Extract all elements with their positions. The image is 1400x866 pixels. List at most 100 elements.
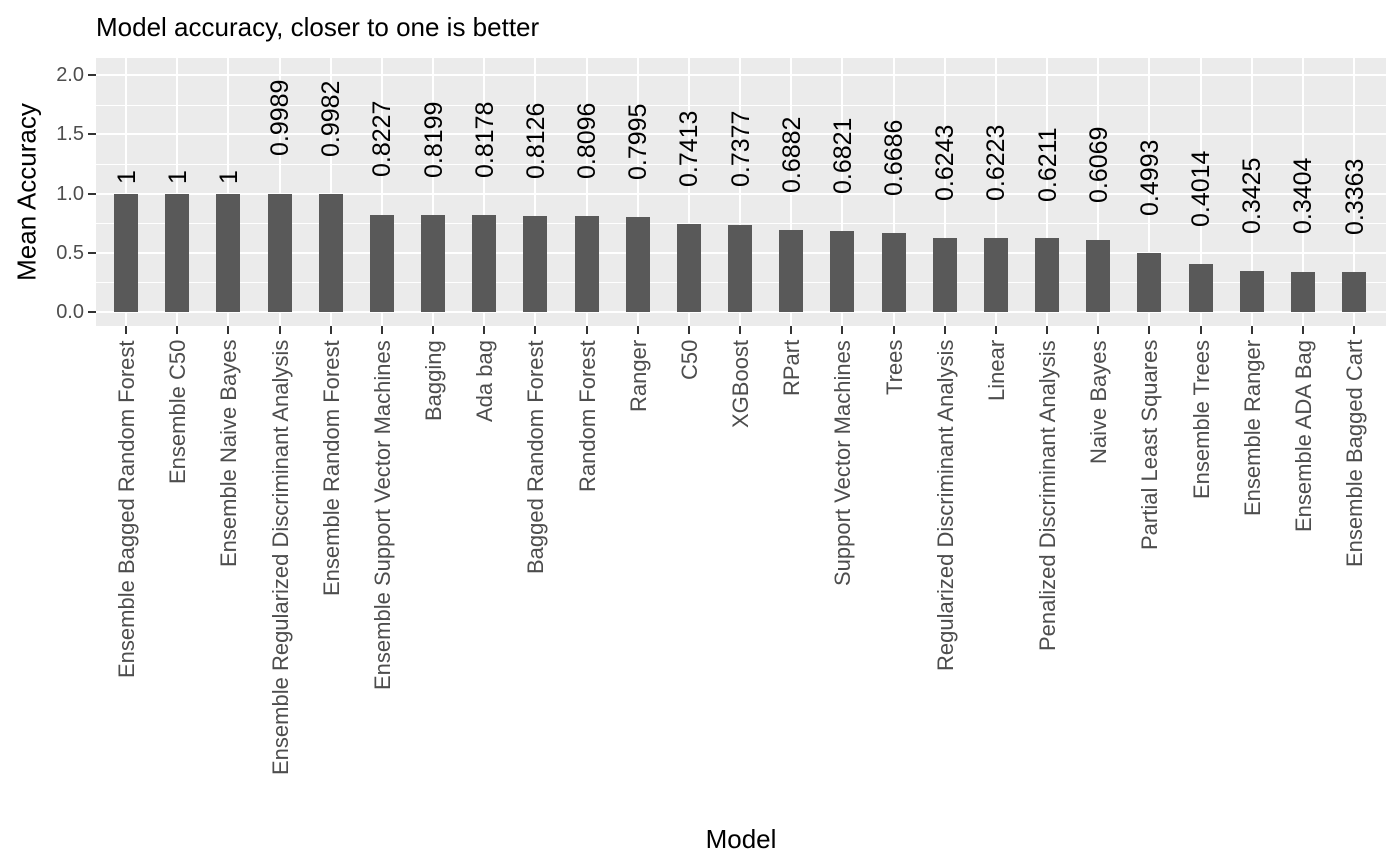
x-tick-mark [1353, 326, 1355, 334]
x-category-label: XGBoost [728, 339, 753, 428]
gridline-x-major [1353, 58, 1355, 326]
x-category-label: Ensemble Random Forest [318, 340, 344, 596]
x-category-label: Linear [983, 339, 1009, 401]
gridline-y-major [96, 74, 1386, 76]
gridline-x-major [534, 58, 537, 326]
y-tick-label: 1.0 [56, 182, 84, 205]
x-tick-mark [687, 326, 690, 334]
bar [318, 193, 343, 312]
gridline-x-major [278, 58, 281, 326]
gridline-y-major [96, 311, 1386, 313]
bar [932, 238, 957, 312]
x-category-label: Ensemble C50 [165, 339, 191, 484]
x-tick-mark [1046, 326, 1048, 334]
bar [165, 193, 190, 312]
plot-area: 1 Ensemble Bagged Random Forest 1 Ensemble … [96, 58, 1386, 858]
y-tick-label: 2.0 [56, 64, 84, 86]
x-tick-mark [380, 326, 383, 334]
bar-value-label: 1 [163, 170, 192, 185]
x-category-label: Ranger [625, 339, 651, 412]
x-tick-mark [790, 326, 793, 334]
x-tick-mark [739, 326, 741, 334]
x-tick-mark [176, 326, 179, 334]
x-category-label: Ensemble Bagged Random Forest [114, 340, 139, 678]
bar [1035, 238, 1059, 312]
bar [676, 224, 701, 312]
bar [881, 232, 906, 312]
x-tick-mark [278, 326, 281, 334]
gridline-y-minor [96, 104, 1386, 106]
y-tick-mark [88, 311, 96, 313]
bar [472, 215, 497, 312]
gridline-x-major [1199, 58, 1202, 326]
gridline-x-major [892, 58, 895, 326]
x-category-label: Random Forest [574, 340, 600, 492]
x-tick-mark [585, 326, 588, 334]
chart-title: Model accuracy, closer to one is better [96, 12, 540, 42]
bar [625, 217, 650, 312]
x-tick-mark [1148, 326, 1151, 334]
x-category-label: Ensemble Bagged Cart [1342, 339, 1367, 567]
gridline-y-major [96, 133, 1386, 136]
gridline-x-major [483, 58, 486, 326]
bar-value-label: 0.6821 [828, 117, 857, 194]
bar-value-label: 0.6223 [982, 124, 1011, 202]
gridline-x-major [1148, 58, 1151, 326]
bar-value-label: 0.4014 [1187, 150, 1215, 228]
bar-value-label: 0.6243 [931, 124, 960, 201]
bar-value-label: 0.6686 [880, 119, 908, 196]
bar [574, 216, 599, 312]
x-tick-mark [329, 326, 332, 334]
x-category-label: Regularized Discriminant Analysis [932, 339, 958, 671]
bar-value-label: 0.4993 [1135, 139, 1164, 216]
bar-value-label: 0.8227 [368, 100, 397, 178]
x-tick-mark [1199, 326, 1202, 334]
bar-value-label: 0.8126 [521, 102, 550, 179]
gridline-x-major [1046, 58, 1048, 326]
bar-value-label: 0.6882 [777, 116, 806, 194]
y-axis: 0.0 0.5 1.0 1.5 2.0 [0, 0, 96, 866]
gridline-x-major [636, 58, 639, 326]
gridline-x-major [687, 58, 690, 326]
gridline-x-major [841, 58, 844, 326]
gridline-x-major [432, 58, 434, 326]
bar-value-label: 0.8178 [470, 101, 499, 178]
x-tick-mark [636, 326, 639, 334]
y-tick-mark [88, 192, 96, 195]
gridline-x-major [739, 58, 741, 326]
y-tick-mark [88, 133, 96, 136]
bar-value-label: 0.8096 [573, 102, 601, 179]
bar [983, 238, 1008, 312]
bar-value-label: 1 [214, 170, 243, 185]
x-category-label: Ensemble Ranger [1239, 339, 1265, 516]
bar [779, 230, 804, 312]
bar-value-label: 0.7377 [726, 110, 755, 188]
bar [1137, 252, 1162, 312]
bar-value-label: 0.6211 [1033, 127, 1062, 202]
bar-value-label: 1 [112, 170, 141, 185]
y-tick-label: 1.5 [56, 123, 84, 146]
bar [267, 193, 292, 312]
gridline-x-major [585, 58, 588, 326]
gridline-x-major [1250, 58, 1253, 326]
bar [369, 214, 394, 312]
x-category-label: Ensemble ADA Bag [1290, 339, 1316, 532]
bar [1086, 240, 1111, 312]
bar-value-label: 0.3404 [1289, 157, 1318, 235]
bar-value-label: 0.3425 [1238, 157, 1267, 235]
x-category-label: Ada bag [472, 340, 498, 422]
x-category-label: Ensemble Support Vector Machines [369, 340, 395, 690]
bar-value-label: 0.7995 [624, 103, 653, 181]
gridline-x-major [380, 58, 383, 326]
x-category-label: Trees [881, 339, 907, 395]
x-tick-mark [483, 326, 486, 334]
x-category-label: C50 [676, 339, 702, 380]
bar-value-label: 0.3363 [1340, 158, 1369, 235]
bar-value-label: 0.6069 [1084, 126, 1113, 203]
x-category-label: Support Vector Machines [830, 340, 856, 586]
y-tick-mark [88, 251, 96, 254]
gridline-y-minor [96, 223, 1386, 225]
x-category-label: Penalized Discriminant Analysis [1035, 340, 1060, 651]
x-category-label: Naive Bayes [1086, 340, 1112, 464]
bar [421, 214, 445, 312]
